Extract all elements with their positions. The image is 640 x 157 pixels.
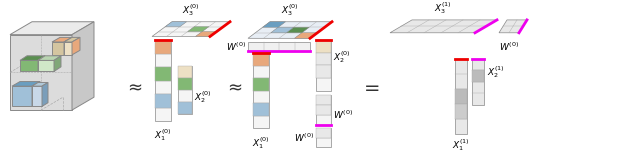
Polygon shape (38, 56, 45, 71)
Polygon shape (271, 27, 294, 33)
Polygon shape (32, 86, 42, 106)
Text: $\approx$: $\approx$ (223, 77, 243, 95)
Text: $X_2^{(0)}$: $X_2^{(0)}$ (333, 49, 351, 65)
Text: $=$: $=$ (360, 77, 380, 96)
Polygon shape (188, 27, 209, 32)
Polygon shape (155, 40, 171, 121)
Polygon shape (253, 103, 269, 116)
Text: $X_3^{(1)}$: $X_3^{(1)}$ (434, 1, 452, 16)
Polygon shape (455, 59, 467, 134)
Polygon shape (472, 59, 484, 105)
Polygon shape (38, 60, 54, 71)
Text: $X_3^{(0)}$: $X_3^{(0)}$ (281, 3, 299, 18)
Polygon shape (316, 95, 331, 125)
Polygon shape (10, 35, 72, 110)
Polygon shape (54, 56, 61, 71)
Polygon shape (152, 22, 230, 36)
Polygon shape (294, 33, 317, 38)
Text: $X_1^{(0)}$: $X_1^{(0)}$ (252, 135, 270, 151)
Polygon shape (178, 66, 192, 114)
Polygon shape (178, 78, 192, 90)
Polygon shape (390, 20, 497, 33)
Polygon shape (178, 102, 192, 114)
Polygon shape (64, 37, 80, 42)
Polygon shape (155, 94, 171, 108)
Polygon shape (64, 42, 72, 55)
Polygon shape (316, 65, 331, 78)
Text: $\approx$: $\approx$ (124, 77, 142, 95)
Polygon shape (165, 22, 186, 27)
Polygon shape (155, 67, 171, 81)
Polygon shape (64, 37, 72, 55)
Polygon shape (286, 27, 309, 33)
Polygon shape (248, 42, 310, 51)
Polygon shape (12, 86, 32, 106)
Polygon shape (316, 40, 331, 91)
Polygon shape (12, 81, 40, 86)
Polygon shape (52, 37, 72, 42)
Polygon shape (455, 104, 467, 119)
Polygon shape (178, 66, 192, 78)
Polygon shape (38, 56, 61, 60)
Text: $X_2^{(0)}$: $X_2^{(0)}$ (194, 89, 212, 105)
Polygon shape (32, 81, 40, 106)
Polygon shape (316, 128, 331, 147)
Polygon shape (42, 82, 48, 106)
Polygon shape (253, 53, 269, 128)
Text: $W^{(0)}$: $W^{(0)}$ (226, 40, 246, 53)
Polygon shape (316, 40, 331, 53)
Polygon shape (499, 20, 527, 33)
Polygon shape (455, 89, 467, 104)
Polygon shape (20, 60, 38, 71)
Polygon shape (32, 82, 48, 86)
Polygon shape (253, 53, 269, 66)
Polygon shape (262, 22, 285, 27)
Text: $W^{(0)}$: $W^{(0)}$ (333, 108, 353, 121)
Text: $X_1^{(0)}$: $X_1^{(0)}$ (154, 127, 172, 143)
Polygon shape (253, 78, 269, 91)
Polygon shape (10, 22, 94, 35)
Polygon shape (72, 22, 94, 110)
Polygon shape (316, 53, 331, 65)
Polygon shape (20, 56, 45, 60)
Polygon shape (52, 42, 64, 55)
Polygon shape (316, 105, 331, 115)
Text: $X_3^{(0)}$: $X_3^{(0)}$ (182, 3, 200, 18)
Polygon shape (316, 95, 331, 105)
Text: $X_1^{(1)}$: $X_1^{(1)}$ (452, 138, 470, 153)
Polygon shape (316, 128, 331, 138)
Text: $W^{(0)}$: $W^{(0)}$ (499, 40, 519, 53)
Polygon shape (155, 40, 171, 54)
Polygon shape (195, 32, 217, 36)
Polygon shape (248, 22, 332, 38)
Polygon shape (472, 70, 484, 81)
Text: $X_2^{(1)}$: $X_2^{(1)}$ (487, 65, 505, 80)
Text: $W^{(0)}$: $W^{(0)}$ (294, 131, 314, 144)
Polygon shape (72, 37, 80, 55)
